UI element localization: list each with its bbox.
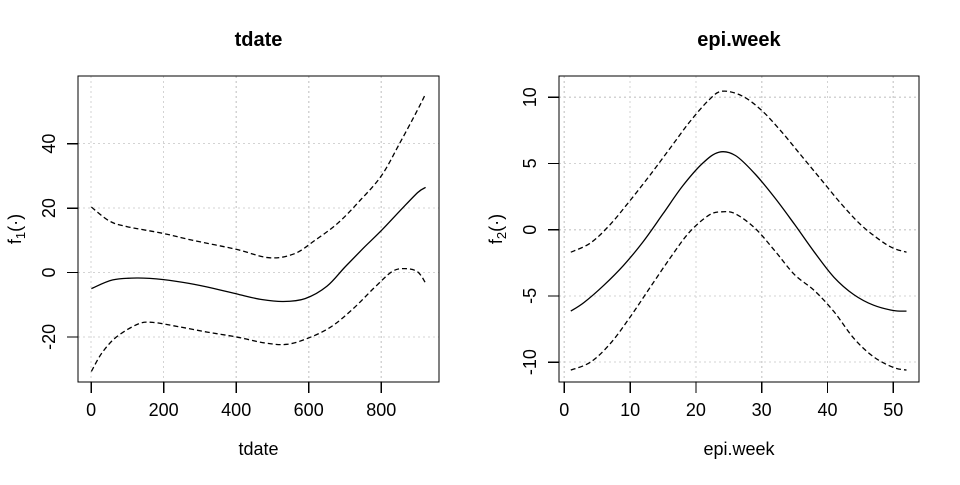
lower-ci-curve bbox=[570, 210, 907, 371]
y-axis-label: f1(·) bbox=[5, 214, 28, 244]
y-tick-label: 10 bbox=[520, 87, 540, 107]
fit-curve bbox=[91, 186, 426, 303]
y-tick-label: 20 bbox=[39, 198, 59, 218]
plot-box bbox=[558, 75, 920, 383]
upper-ci-curve bbox=[90, 93, 427, 259]
y-axis-label-suffix: (·) bbox=[5, 214, 25, 232]
y-axis-label-subscript: 1 bbox=[13, 232, 28, 239]
x-tick-label: 400 bbox=[221, 400, 251, 420]
x-tick-label: 40 bbox=[817, 400, 837, 420]
y-tick-label: -20 bbox=[39, 324, 59, 350]
y-axis-label-prefix: f bbox=[5, 238, 25, 244]
x-tick-label: 200 bbox=[149, 400, 179, 420]
y-axis-label-subscript: 2 bbox=[494, 232, 509, 239]
x-tick-label: 800 bbox=[366, 400, 396, 420]
x-tick-label: 20 bbox=[686, 400, 706, 420]
panel-epi.week: 0 10 20 30 40 50 -10 -5 0 5 10 epi.week epi.week f2(·… bbox=[486, 29, 920, 459]
upper-ci-curve bbox=[570, 90, 907, 253]
lower-ci-curve bbox=[90, 267, 427, 372]
x-tick-label: 30 bbox=[752, 400, 772, 420]
y-tick-label: 40 bbox=[39, 134, 59, 154]
y-tick-label: -5 bbox=[520, 288, 540, 304]
x-tick-label: 0 bbox=[559, 400, 569, 420]
y-tick-label: 0 bbox=[39, 267, 59, 277]
fit-curve bbox=[570, 151, 907, 312]
x-axis-label: tdate bbox=[238, 439, 278, 459]
x-tick-label: 50 bbox=[883, 400, 903, 420]
x-tick-label: 600 bbox=[294, 400, 324, 420]
y-tick-label: 5 bbox=[520, 158, 540, 168]
y-axis-label-suffix: (·) bbox=[486, 214, 506, 232]
x-axis-label: epi.week bbox=[703, 439, 775, 459]
y-axis-label-prefix: f bbox=[486, 238, 506, 244]
plot-box bbox=[77, 75, 440, 383]
x-tick-label: 10 bbox=[620, 400, 640, 420]
x-tick-label: 0 bbox=[86, 400, 96, 420]
plot-title: tdate bbox=[235, 29, 283, 51]
y-axis-label: f2(·) bbox=[486, 214, 509, 244]
y-tick-label: -10 bbox=[520, 349, 540, 375]
y-tick-label: 0 bbox=[520, 225, 540, 235]
panel-tdate: 0 200 400 600 800 -20 0 20 40 tdate tdate f1(·) bbox=[5, 29, 440, 459]
plot-title: epi.week bbox=[697, 29, 781, 51]
